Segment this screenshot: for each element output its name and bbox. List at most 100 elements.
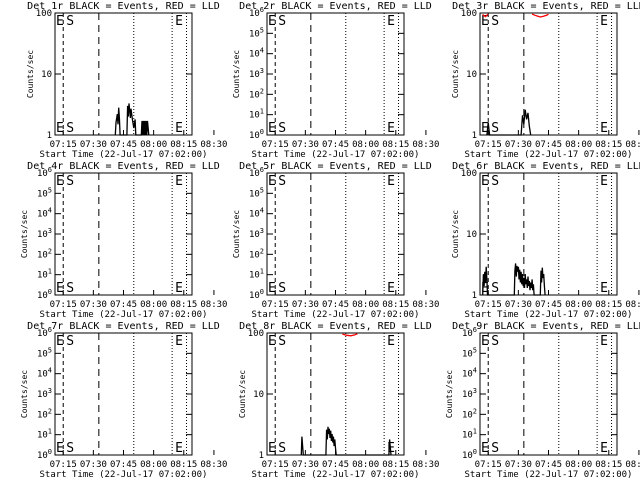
- end-marker-bottom: E: [600, 121, 608, 136]
- x-tick-label: 08:00: [565, 460, 592, 470]
- y-tick-label: 100: [248, 329, 264, 339]
- x-tick-label: 07:45: [110, 300, 137, 310]
- y-tick-label: 100: [461, 169, 477, 179]
- y-tick-label: 100: [462, 448, 477, 461]
- plot-frame: [266, 172, 405, 296]
- end-marker-bottom: E: [600, 281, 608, 296]
- x-tick-label: 07:30: [292, 300, 319, 310]
- y-tick-label: 101: [249, 268, 264, 281]
- end-marker-bottom: E: [175, 281, 183, 296]
- lld-series-line: [342, 333, 358, 337]
- edge-marker-bottom: E: [56, 121, 64, 136]
- x-tick-label: 07:15: [50, 140, 77, 150]
- lld-series-line: [482, 13, 489, 18]
- x-tick-label: 07:15: [262, 140, 289, 150]
- x-tick-label: 08:00: [565, 300, 592, 310]
- x-tick-label: 08:30: [412, 300, 439, 310]
- edge-marker-bottom: E: [268, 121, 276, 136]
- panel-title: Det 5r BLACK = Events, RED = LLD: [239, 161, 432, 172]
- end-marker-top: E: [175, 174, 183, 189]
- y-axis-label: Counts/sec: [445, 370, 454, 418]
- y-tick-label: 100: [461, 9, 477, 19]
- start-marker-top: S: [278, 334, 286, 349]
- edge-marker-top: E: [268, 334, 276, 349]
- x-tick-label: 07:30: [505, 460, 532, 470]
- x-tick-label: 08:30: [625, 140, 640, 150]
- edge-marker-top: E: [481, 14, 489, 29]
- x-tick-label: 08:00: [352, 300, 379, 310]
- edge-marker-top: E: [56, 334, 64, 349]
- y-tick-label: 105: [462, 346, 477, 359]
- end-marker-bottom: E: [175, 121, 183, 136]
- y-tick-label: 10: [41, 70, 52, 80]
- x-tick-label: 08:00: [140, 140, 167, 150]
- end-marker-top: E: [387, 174, 395, 189]
- x-tick-label: 07:45: [535, 460, 562, 470]
- x-axis-label: Start Time (22-Jul-17 07:02:00): [465, 150, 633, 160]
- edge-marker-bottom: E: [268, 441, 276, 456]
- x-tick-label: 07:30: [505, 140, 532, 150]
- edge-marker-top: E: [56, 174, 64, 189]
- x-axis-label: Start Time (22-Jul-17 07:02:00): [465, 470, 633, 480]
- y-tick-label: 105: [249, 186, 264, 199]
- y-tick-label: 106: [462, 326, 477, 339]
- x-tick-label: 08:15: [382, 460, 409, 470]
- start-marker-bottom: S: [66, 281, 74, 296]
- y-tick-label: 106: [37, 326, 52, 339]
- start-marker-top: S: [491, 334, 499, 349]
- start-marker-top: S: [278, 14, 286, 29]
- end-marker-bottom: E: [387, 281, 395, 296]
- y-axis-label: Counts/sec: [451, 50, 460, 98]
- x-axis-label: Start Time (22-Jul-17 07:02:00): [252, 310, 420, 320]
- edge-marker-bottom: E: [56, 441, 64, 456]
- start-marker-top: S: [491, 174, 499, 189]
- y-tick-label: 103: [249, 67, 264, 80]
- lld-series-line: [531, 13, 549, 18]
- edge-marker-bottom: E: [481, 281, 489, 296]
- events-series-line: [114, 103, 150, 136]
- edge-marker-top: E: [268, 14, 276, 29]
- y-axis-label: Counts/sec: [26, 50, 35, 98]
- start-marker-bottom: S: [278, 441, 286, 456]
- edge-marker-bottom: E: [481, 441, 489, 456]
- end-marker-bottom: E: [175, 441, 183, 456]
- y-tick-label: 104: [249, 207, 264, 220]
- start-marker-bottom: S: [66, 121, 74, 136]
- edge-marker-bottom: E: [56, 281, 64, 296]
- x-tick-label: 08:00: [352, 460, 379, 470]
- y-tick-label: 100: [249, 288, 264, 301]
- edge-marker-bottom: E: [481, 121, 489, 136]
- events-series-line: [482, 263, 546, 296]
- x-tick-label: 08:30: [412, 140, 439, 150]
- x-tick-label: 07:45: [322, 140, 349, 150]
- plot-frame: [479, 172, 618, 296]
- y-tick-label: 104: [37, 207, 52, 220]
- y-axis-label: Counts/sec: [20, 370, 29, 418]
- end-marker-bottom: E: [387, 121, 395, 136]
- y-tick-label: 104: [37, 367, 52, 380]
- x-axis-label: Start Time (22-Jul-17 07:02:00): [465, 310, 633, 320]
- edge-marker-top: E: [56, 14, 64, 29]
- edge-marker-top: E: [481, 334, 489, 349]
- edge-marker-top: E: [481, 174, 489, 189]
- x-tick-label: 07:30: [292, 140, 319, 150]
- panel-title: Det 3r BLACK = Events, RED = LLD: [452, 1, 640, 12]
- end-marker-top: E: [175, 14, 183, 29]
- y-tick-label: 10: [466, 70, 477, 80]
- x-tick-label: 08:00: [140, 460, 167, 470]
- plot-frame: [266, 332, 405, 456]
- x-tick-label: 07:45: [110, 140, 137, 150]
- start-marker-top: S: [66, 174, 74, 189]
- panel-title: Det 8r BLACK = Events, RED = LLD: [239, 321, 432, 332]
- x-tick-label: 07:30: [80, 460, 107, 470]
- y-axis-label: Counts/sec: [451, 210, 460, 258]
- y-tick-label: 103: [37, 387, 52, 400]
- end-marker-top: E: [600, 14, 608, 29]
- x-tick-label: 07:15: [50, 460, 77, 470]
- x-tick-label: 08:00: [140, 300, 167, 310]
- start-marker-bottom: S: [66, 441, 74, 456]
